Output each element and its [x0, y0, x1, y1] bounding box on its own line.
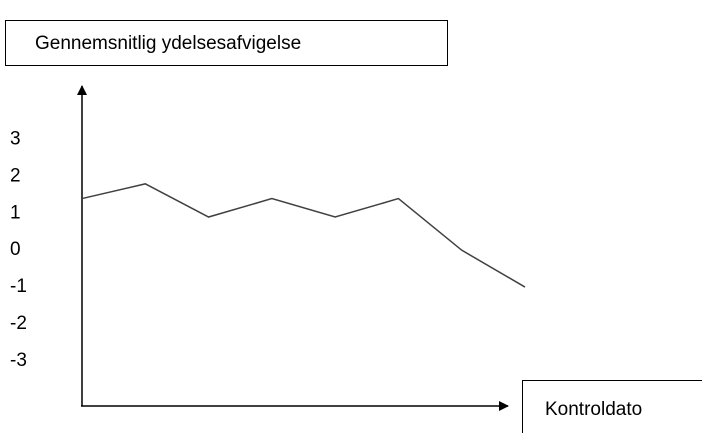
- y-tick-label: 3: [10, 129, 21, 150]
- y-tick-label: -1: [10, 276, 27, 297]
- data-line: [81, 183, 526, 288]
- y-tick-label: 0: [10, 239, 21, 260]
- title-box: [5, 20, 448, 66]
- y-tick-label: 1: [10, 202, 21, 223]
- y-tick-label: -3: [10, 350, 27, 371]
- y-tick-label: 2: [10, 165, 21, 186]
- y-tick-label: -2: [10, 313, 27, 334]
- x-axis-label: Kontroldato: [545, 399, 642, 420]
- chart-title: Gennemsnitlig ydelsesafvigelse: [35, 33, 301, 54]
- x-label-box: [522, 380, 702, 433]
